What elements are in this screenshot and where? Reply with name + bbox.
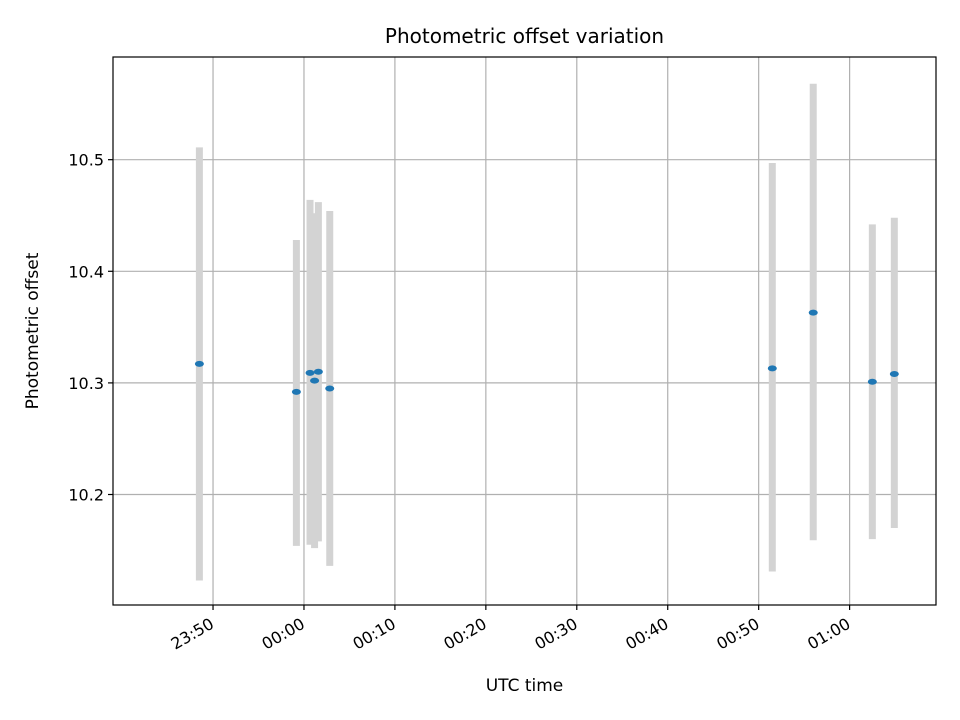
data-point <box>325 385 335 392</box>
data-point <box>767 365 777 372</box>
y-tick-label: 10.5 <box>68 151 104 170</box>
y-axis-label: Photometric offset <box>23 252 43 409</box>
data-point <box>291 388 301 395</box>
plot-frame <box>112 56 937 606</box>
y-tick-label: 10.3 <box>68 374 104 393</box>
data-point <box>808 309 818 316</box>
y-axis: 10.2 10.3 10.4 10.5 <box>68 151 113 505</box>
y-tick-label: 10.2 <box>68 486 104 505</box>
data-point <box>889 370 899 377</box>
data-point <box>310 377 320 384</box>
x-axis-label: UTC time <box>486 676 564 696</box>
data-point <box>305 369 315 376</box>
y-tick-label: 10.4 <box>68 262 104 281</box>
grid <box>113 57 936 605</box>
data-point <box>194 360 204 367</box>
data-point <box>867 378 877 385</box>
data-point <box>313 368 323 375</box>
data-points <box>194 309 899 395</box>
chart-title: Photometric offset variation <box>385 24 664 48</box>
